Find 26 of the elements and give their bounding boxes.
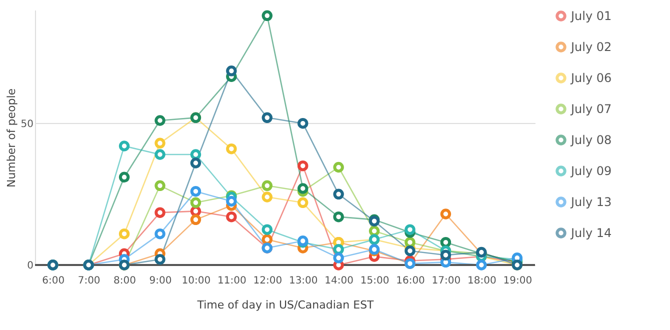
x-tick-label: 14:00 [324, 276, 354, 286]
legend-label: July 13 [570, 195, 612, 209]
legend-label: July 06 [570, 71, 612, 85]
legend-label: July 08 [570, 133, 612, 147]
x-tick-label: 18:00 [468, 276, 496, 286]
x-tick-label: 6:00 [42, 276, 65, 286]
x-axis-title: Time of day in US/Canadian EST [196, 298, 374, 312]
x-tick-label: 17:00 [432, 276, 461, 286]
legend-label: July 14 [570, 226, 612, 240]
x-tick-label: 12:00 [253, 276, 282, 286]
y-axis-title: Number of people [4, 88, 18, 188]
x-tick-label: 15:00 [360, 276, 390, 286]
x-tick-label: 7:00 [78, 276, 100, 286]
y-tick-label: 50 [20, 118, 34, 130]
legend-label: July 07 [570, 102, 612, 116]
x-tick-label: 8:00 [114, 276, 136, 286]
legend-label: July 09 [570, 164, 612, 178]
x-tick-label: 13:00 [288, 276, 318, 286]
x-tick-label: 10:00 [182, 276, 211, 286]
x-tick-label: 11:00 [218, 276, 246, 286]
y-tick-label: 0 [27, 260, 34, 272]
x-tick-label: 16:00 [396, 276, 425, 286]
legend-label: July 01 [570, 9, 612, 23]
legend-label: July 02 [570, 40, 612, 54]
x-tick-label: 9:00 [149, 276, 172, 286]
x-tick-label: 19:00 [503, 276, 532, 286]
